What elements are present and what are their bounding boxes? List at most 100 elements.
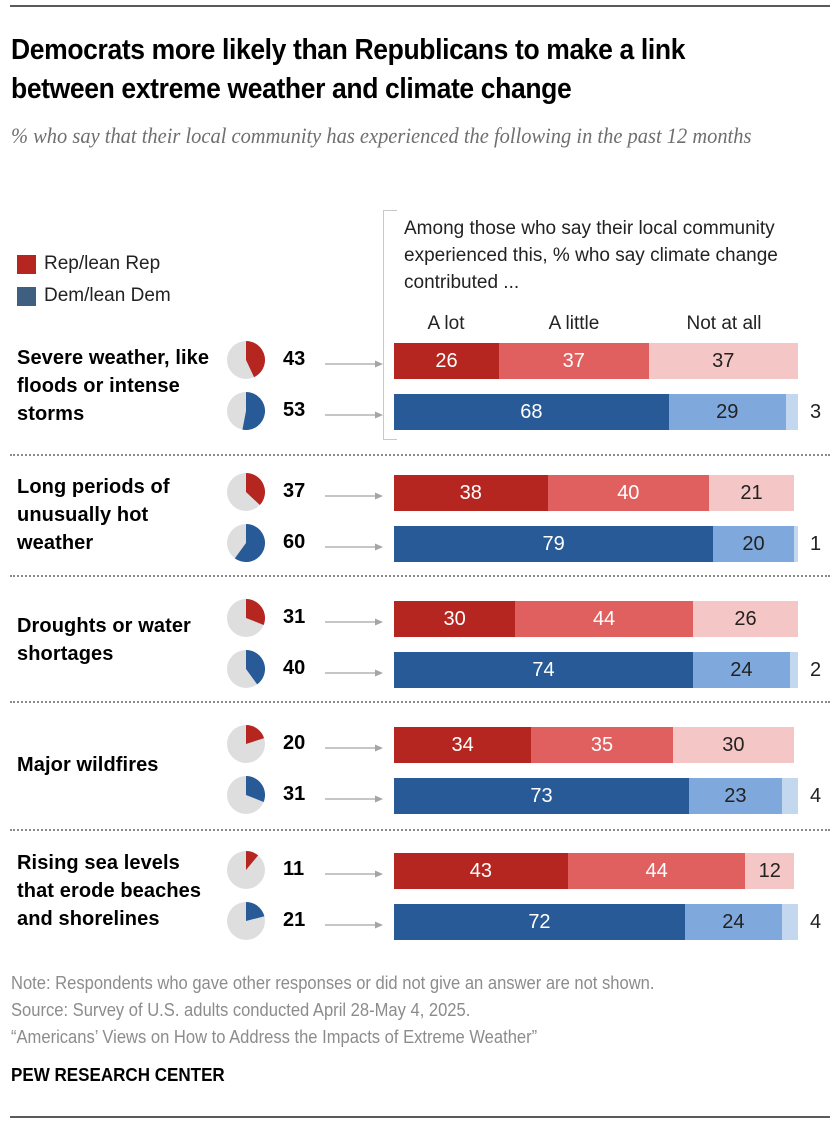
pie-slice [242,392,266,430]
dem-bar-segment-a-lot: 72 [394,904,685,940]
column-note-bracket [383,210,397,440]
dem-bar-label: 74 [532,658,555,681]
rep-bar-segment-not-at-all: 37 [648,343,798,379]
rep-pie-chart [227,851,265,889]
rep-bar-label: 26 [734,607,757,630]
dem-bar-segment-a-lot: 68 [394,394,669,430]
rep-bar-label: 26 [435,349,458,372]
dem-bar-segment-a-little: 23 [688,778,782,814]
brand-logo: PEW RESEARCH CENTER [11,1064,225,1085]
rep-bar-segment-not-at-all: 26 [692,601,798,637]
dem-arrow-icon [325,917,385,929]
segment-header-a-lot: A lot [427,313,465,334]
dem-pie-chart [227,902,265,940]
dem-bar-segment-not-at-all [781,904,798,940]
pie-slice [246,341,265,378]
row-divider [10,575,830,577]
dem-bar-label: 24 [722,910,745,933]
dem-experienced-value: 60 [283,531,306,553]
footnote-report: “Americans’ Views on How to Address the … [11,1027,538,1047]
pie-slice [246,851,259,870]
dem-pie-chart [227,392,266,430]
top-rule [10,5,830,7]
rep-bar-segment-a-little: 44 [515,601,693,637]
dem-bar-segment-a-little: 29 [668,394,786,430]
dem-bar-segment-a-lot: 73 [394,778,689,814]
dem-bar-segment-not-at-all [789,652,798,688]
dem-bar-segment-a-lot: 79 [394,526,714,562]
rep-arrow-icon [325,866,385,878]
dem-bar-segment-a-little: 24 [692,652,790,688]
dem-bar-label: 23 [724,784,747,807]
dem-bar-label: 79 [542,532,565,555]
rep-bar-segment-a-lot: 26 [394,343,500,379]
rep-bar-segment-a-lot: 34 [394,727,532,763]
rep-bar-label: 44 [592,607,616,630]
footnote-note: Note: Respondents who gave other respons… [11,973,655,993]
rep-pie-chart [227,599,266,637]
dem-pie-chart [227,524,265,562]
dem-bar-label: 72 [528,910,551,933]
dem-bar-segment-not-at-all [785,394,798,430]
rep-pie-chart [227,725,265,763]
rep-experienced-value: 20 [283,732,306,754]
row-divider [10,454,830,456]
rep-bar-label: 30 [722,733,745,756]
dem-bar-segment-a-little: 20 [713,526,794,562]
column-note: Among those who say their local communit… [404,218,778,293]
dem-bar-label: 24 [730,658,753,681]
rep-bar-label: 38 [459,481,482,504]
pie-slice [246,473,266,506]
pie-slice [246,725,265,744]
dem-pie-chart [227,650,266,688]
pie-slice [246,599,266,625]
dem-bar-outside-label: 1 [810,533,822,555]
dem-experienced-value: 21 [283,909,306,931]
dem-bar-segment-a-little: 24 [684,904,782,940]
legend-swatch-dem [17,286,36,306]
legend-label-rep: Rep/lean Rep [44,253,161,274]
legend-item-dem: Dem/lean Dem [17,280,171,312]
dem-bar-outside-label: 4 [810,911,822,933]
rep-arrow-icon [325,356,385,368]
dem-experienced-value: 31 [283,783,306,805]
dem-bar-segment-a-lot: 74 [394,652,693,688]
rep-bar-segment-a-little: 35 [531,727,673,763]
dem-arrow-icon [325,665,385,677]
rep-experienced-value: 43 [283,348,306,370]
pie-slice [234,524,265,562]
rep-bar-segment-a-little: 44 [567,853,746,889]
bottom-rule [10,1116,830,1118]
dem-bar-outside-label: 2 [810,659,822,681]
category-label: Severe weather, like floods or intense s… [17,347,210,425]
rep-experienced-value: 11 [283,858,305,880]
rep-bar-segment-a-little: 40 [547,475,710,511]
rep-arrow-icon [325,488,385,500]
footnotes: Note: Respondents who gave other respons… [11,970,839,1051]
row-divider [10,829,830,831]
rep-bar-label: 21 [740,481,763,504]
chart-title: Democrats more likely than Republicans t… [11,34,686,105]
segment-header-a-little: A little [548,313,600,334]
rep-bar-label: 34 [451,733,474,756]
rep-bar-segment-not-at-all: 30 [672,727,794,763]
rep-bar-label: 40 [617,481,640,504]
pie-slice [246,776,266,802]
legend: Rep/lean Rep Dem/lean Dem [17,248,171,312]
dem-bar-label: 73 [530,784,553,807]
rep-arrow-icon [325,614,385,626]
rep-bar-label: 12 [758,859,781,882]
dem-bar-outside-label: 3 [810,401,822,423]
category-label: Rising sea levels that erode beaches and… [17,852,202,930]
rep-bar-label: 35 [590,733,614,756]
rep-experienced-value: 37 [283,480,306,502]
rep-pie-chart [227,341,265,379]
legend-item-rep: Rep/lean Rep [17,248,171,280]
dem-arrow-icon [325,791,385,803]
pie-slice [246,650,266,685]
dem-experienced-value: 40 [283,657,306,679]
rep-bar-label: 37 [562,349,585,372]
pie-slice [246,902,265,921]
legend-swatch-rep [17,254,36,274]
dem-bar-segment-not-at-all [793,526,798,562]
